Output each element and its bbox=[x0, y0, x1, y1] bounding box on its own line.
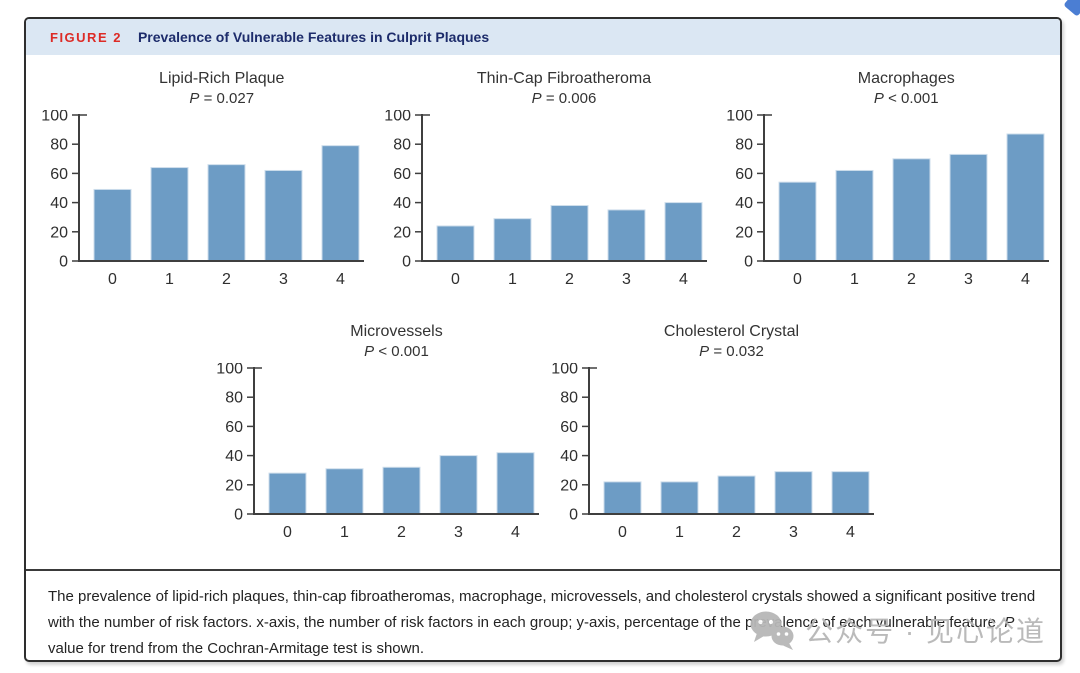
svg-text:0: 0 bbox=[569, 507, 578, 524]
svg-text:20: 20 bbox=[225, 477, 243, 494]
svg-text:40: 40 bbox=[393, 195, 411, 212]
p-symbol: P bbox=[364, 343, 375, 360]
caption-text-1: The prevalence of lipid-rich plaques, th… bbox=[48, 588, 1036, 631]
svg-text:80: 80 bbox=[393, 137, 411, 154]
figure-panel: FIGURE 2 Prevalence of Vulnerable Featur… bbox=[24, 17, 1062, 662]
figure-title: Prevalence of Vulnerable Features in Cul… bbox=[137, 29, 490, 45]
svg-text:40: 40 bbox=[225, 448, 243, 465]
svg-text:0: 0 bbox=[108, 271, 117, 288]
svg-text:20: 20 bbox=[50, 224, 68, 241]
svg-text:4: 4 bbox=[336, 271, 345, 288]
svg-text:4: 4 bbox=[679, 271, 688, 288]
svg-text:100: 100 bbox=[384, 110, 411, 125]
svg-text:60: 60 bbox=[393, 166, 411, 183]
svg-text:0: 0 bbox=[234, 507, 243, 524]
caption-p-italic: P bbox=[1004, 614, 1015, 631]
p-symbol: P bbox=[699, 343, 710, 360]
p-rest: < 0.001 bbox=[888, 90, 939, 107]
svg-text:60: 60 bbox=[50, 166, 68, 183]
svg-text:80: 80 bbox=[225, 390, 243, 407]
chart-macrophages: Macrophages P < 0.001 0 1 2 3 4 0 20 40 60 80 100 bbox=[718, 69, 1053, 292]
svg-text:100: 100 bbox=[726, 110, 753, 125]
svg-text:40: 40 bbox=[560, 448, 578, 465]
svg-text:4: 4 bbox=[846, 524, 855, 541]
svg-text:4: 4 bbox=[1021, 271, 1030, 288]
charts-row-top: Lipid-Rich Plaque P = 0.027 0 1 2 3 4 0 20 40 60… bbox=[26, 69, 1060, 292]
chart-microvessels: Microvessels P < 0.001 0 1 2 3 4 0 20 40 60 80 100 bbox=[208, 322, 543, 545]
chart-p-value: P = 0.032 bbox=[543, 342, 878, 361]
svg-text:3: 3 bbox=[964, 271, 973, 288]
chart-title: Cholesterol Crystal bbox=[663, 323, 800, 340]
svg-text:3: 3 bbox=[789, 524, 798, 541]
svg-text:3: 3 bbox=[622, 271, 631, 288]
svg-text:1: 1 bbox=[165, 271, 174, 288]
svg-text:3: 3 bbox=[279, 271, 288, 288]
chart-lipid-rich-plaque: Lipid-Rich Plaque P = 0.027 0 1 2 3 4 0 20 40 60… bbox=[33, 69, 368, 292]
chart-p-value: P < 0.001 bbox=[208, 342, 543, 361]
chart-cholesterol-crystal: Cholesterol Crystal P = 0.032 0 1 2 3 4 0 20 40… bbox=[543, 322, 878, 545]
svg-text:2: 2 bbox=[732, 524, 741, 541]
chart-title: Lipid-Rich Plaque bbox=[159, 70, 285, 87]
chart-title: Microvessels bbox=[350, 323, 443, 340]
svg-text:20: 20 bbox=[560, 477, 578, 494]
svg-text:0: 0 bbox=[451, 271, 460, 288]
svg-text:3: 3 bbox=[454, 524, 463, 541]
svg-text:60: 60 bbox=[225, 419, 243, 436]
figure-label: FIGURE 2 bbox=[50, 29, 122, 45]
p-symbol: P bbox=[531, 90, 542, 107]
figure-caption: The prevalence of lipid-rich plaques, th… bbox=[26, 571, 1060, 660]
p-rest: = 0.027 bbox=[203, 90, 255, 107]
svg-text:100: 100 bbox=[42, 110, 69, 125]
caption-text-2: value for trend from the Cochran-Armitag… bbox=[48, 640, 424, 657]
figure-header: FIGURE 2 Prevalence of Vulnerable Featur… bbox=[26, 19, 1060, 55]
chart-p-value: P < 0.001 bbox=[718, 89, 1053, 108]
charts-row-bottom: Microvessels P < 0.001 0 1 2 3 4 0 20 40 60 80 100… bbox=[26, 322, 1060, 545]
svg-text:2: 2 bbox=[565, 271, 574, 288]
svg-text:1: 1 bbox=[508, 271, 517, 288]
svg-text:0: 0 bbox=[618, 524, 627, 541]
svg-text:0: 0 bbox=[402, 254, 411, 271]
svg-text:100: 100 bbox=[216, 363, 243, 378]
svg-text:80: 80 bbox=[560, 390, 578, 407]
svg-text:60: 60 bbox=[560, 419, 578, 436]
svg-text:80: 80 bbox=[50, 137, 68, 154]
svg-text:40: 40 bbox=[50, 195, 68, 212]
chart-title: Macrophages bbox=[857, 70, 955, 87]
p-symbol: P bbox=[189, 90, 200, 107]
p-rest: = 0.032 bbox=[713, 343, 764, 360]
chart-p-value: P = 0.006 bbox=[376, 89, 711, 108]
corner-blue-mark bbox=[1063, 0, 1080, 17]
svg-text:1: 1 bbox=[850, 271, 859, 288]
p-rest: < 0.001 bbox=[378, 343, 429, 360]
svg-text:80: 80 bbox=[735, 137, 753, 154]
svg-text:4: 4 bbox=[511, 524, 520, 541]
svg-text:20: 20 bbox=[393, 224, 411, 241]
svg-text:0: 0 bbox=[793, 271, 802, 288]
p-rest: = 0.006 bbox=[545, 90, 597, 107]
chart-title: Thin-Cap Fibroatheroma bbox=[476, 70, 652, 87]
svg-text:1: 1 bbox=[675, 524, 684, 541]
svg-text:2: 2 bbox=[907, 271, 916, 288]
p-symbol: P bbox=[873, 90, 884, 107]
svg-text:2: 2 bbox=[222, 271, 231, 288]
chart-p-value: P = 0.027 bbox=[33, 89, 368, 108]
svg-text:100: 100 bbox=[551, 363, 578, 378]
caption-divider bbox=[26, 569, 1060, 571]
svg-text:0: 0 bbox=[283, 524, 292, 541]
svg-text:2: 2 bbox=[397, 524, 406, 541]
svg-text:20: 20 bbox=[735, 224, 753, 241]
svg-text:60: 60 bbox=[735, 166, 753, 183]
svg-text:0: 0 bbox=[744, 254, 753, 271]
svg-text:0: 0 bbox=[59, 254, 68, 271]
svg-text:40: 40 bbox=[735, 195, 753, 212]
svg-text:1: 1 bbox=[340, 524, 349, 541]
